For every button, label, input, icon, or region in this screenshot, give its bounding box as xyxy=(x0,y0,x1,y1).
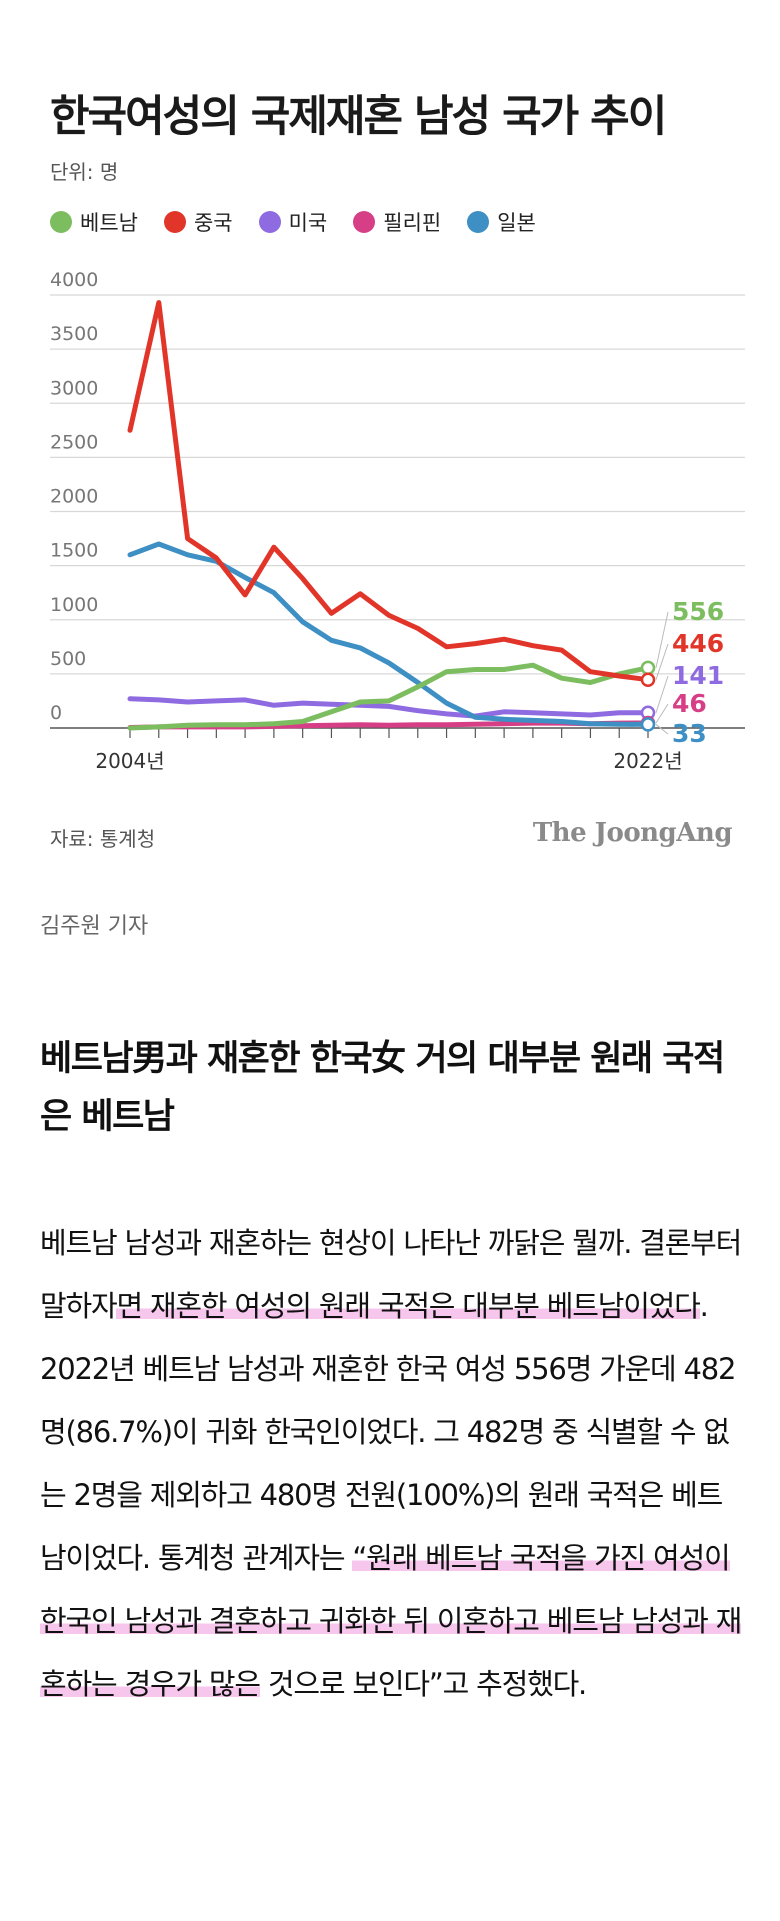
series-line-usa xyxy=(127,696,651,719)
chart-figure: 한국여성의 국제재혼 남성 국가 추이 단위: 명 베트남 중국 미국 필리핀 … xyxy=(0,0,780,870)
legend-dot-vietnam xyxy=(50,211,72,233)
article-body: 베트남 남성과 재혼하는 현상이 나타난 까닭은 뭘까. 결론부터 말하자면 재… xyxy=(40,1212,745,1716)
leader-line-philippines xyxy=(655,703,669,724)
legend-item-japan: 일본 xyxy=(467,207,536,237)
article-subhead: 베트남男과 재혼한 한국女 거의 대부분 원래 국적은 베트남 xyxy=(40,1039,725,1137)
end-label-vietnam: 556 xyxy=(672,597,724,626)
end-marker-vietnam xyxy=(640,660,656,676)
leader-line-usa xyxy=(655,675,669,713)
chart-legend: 베트남 중국 미국 필리핀 일본 xyxy=(50,207,536,237)
series-line-japan xyxy=(127,541,651,727)
end-label-usa: 141 xyxy=(672,661,724,690)
end-marker-japan xyxy=(640,717,656,732)
y-tick-label-500: 500 xyxy=(50,648,86,670)
leader-line-vietnam xyxy=(655,611,669,668)
body-text-1: 베트남 남성과 재혼하는 현상이 나타난 까닭은 뭘까. 결론부터 말하자 xyxy=(40,1226,742,1323)
legend-label-philippines: 필리핀 xyxy=(383,211,442,235)
legend-label-china: 중국 xyxy=(193,211,233,235)
legend-dot-philippines xyxy=(353,211,376,233)
y-tick-label-1500: 1500 xyxy=(50,540,98,562)
chart-source: 자료: 통계청 xyxy=(50,827,156,851)
y-tick-label-2500: 2500 xyxy=(50,431,98,453)
y-tick-label-4000: 4000 xyxy=(50,269,98,291)
legend-item-vietnam: 베트남 xyxy=(50,207,138,237)
unit-label: 단위: 명 xyxy=(50,160,119,184)
leader-line-japan xyxy=(655,724,669,735)
series-line-vietnam xyxy=(127,662,651,731)
legend-dot-china xyxy=(163,211,186,233)
leader-line-china xyxy=(655,643,669,680)
end-label-philippines: 46 xyxy=(672,689,707,718)
y-tick-label-2000: 2000 xyxy=(50,486,98,508)
line-chart: 0 500 1000 1500 2000 2500 3000 3500 4000 2004년 202… xyxy=(50,269,745,773)
end-label-china: 446 xyxy=(672,629,724,658)
y-tick-label-3000: 3000 xyxy=(50,377,98,399)
legend-label-vietnam: 베트남 xyxy=(80,211,138,235)
legend-item-china: 중국 xyxy=(163,207,233,237)
end-marker-china xyxy=(640,672,656,687)
reporter-byline: 김주원 기자 xyxy=(40,914,149,939)
legend-dot-usa xyxy=(258,211,281,233)
x-tick-label-start: 2004년 xyxy=(95,749,164,773)
legend-dot-japan xyxy=(467,211,490,233)
brand-logo: The JoongAng xyxy=(532,818,733,848)
body-highlight-1: 면 재혼한 여성의 원래 국적은 대부분 베트남이었다 xyxy=(116,1289,701,1323)
chart-title: 한국여성의 국제재혼 남성 국가 추이 xyxy=(50,92,667,142)
legend-label-usa: 미국 xyxy=(288,211,328,235)
y-tick-label-1000: 1000 xyxy=(50,594,98,616)
x-tick-label-end: 2022년 xyxy=(613,749,682,773)
y-tick-label-0: 0 xyxy=(50,702,62,724)
end-label-japan: 33 xyxy=(672,719,707,748)
legend-item-usa: 미국 xyxy=(258,207,328,237)
legend-item-philippines: 필리핀 xyxy=(353,207,441,237)
series-line-china xyxy=(127,300,651,683)
body-text-2: . 2022년 베트남 남성과 재혼한 한국 여성 556명 가운데 482명(… xyxy=(40,1289,736,1575)
legend-label-japan: 일본 xyxy=(497,211,536,235)
body-text-3: 것으로 보인다”고 추정했다. xyxy=(259,1667,587,1701)
y-tick-label-3500: 3500 xyxy=(50,323,98,345)
